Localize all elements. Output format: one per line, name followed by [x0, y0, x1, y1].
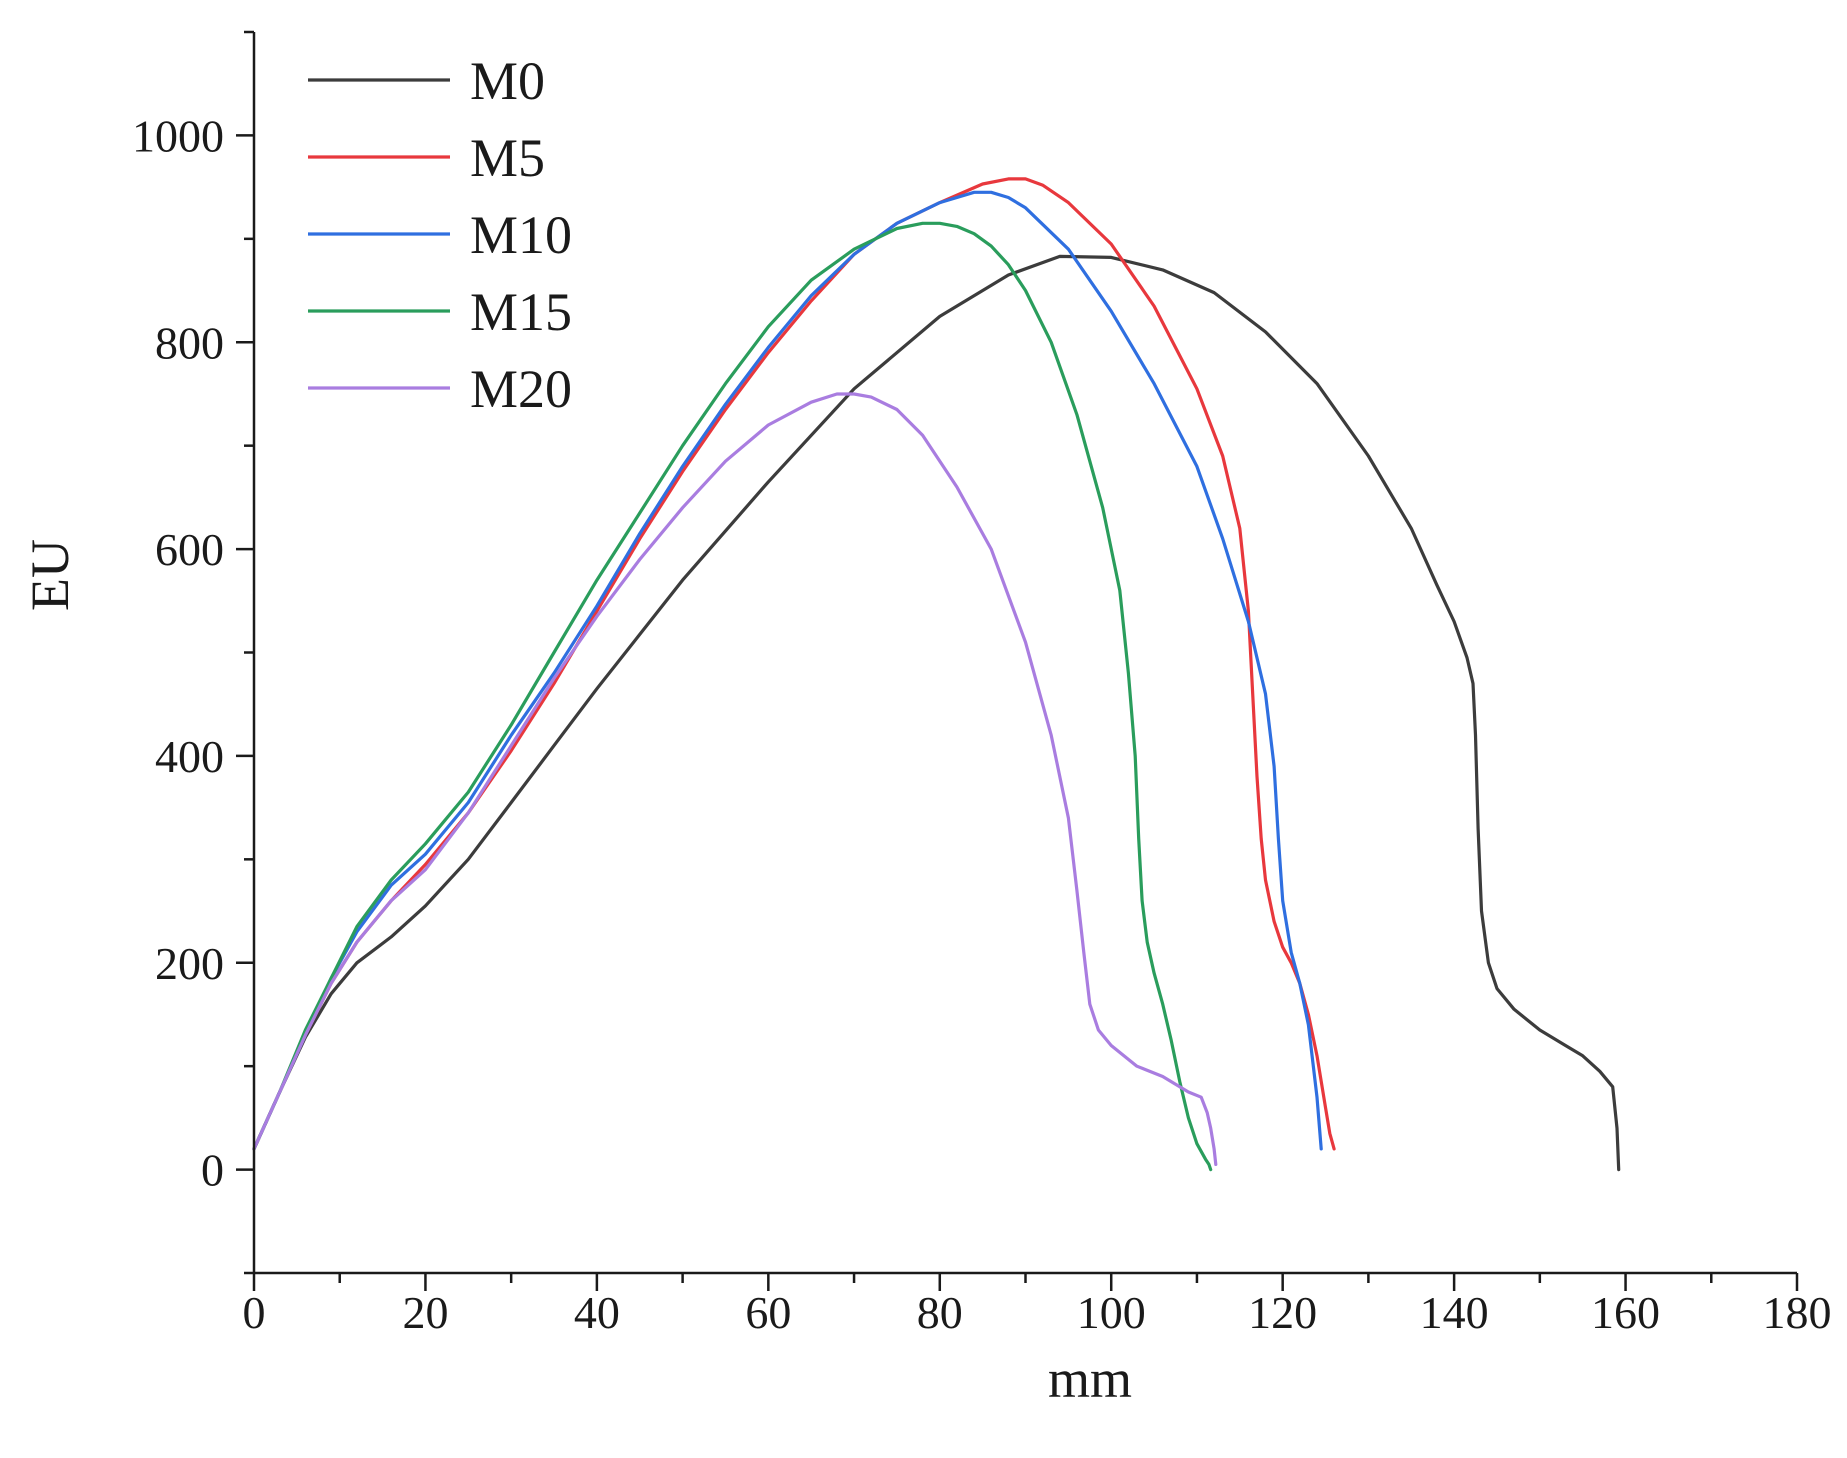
legend-label-m0: M0: [470, 51, 545, 111]
series-line-m15: [252, 221, 1213, 1172]
series-lines: [252, 177, 1621, 1172]
y-tick-label: 0: [201, 1145, 224, 1196]
x-tick-label: 40: [574, 1287, 620, 1338]
series-line-m20: [252, 392, 1218, 1166]
y-tick-label: 800: [155, 317, 224, 368]
series-line-m10: [252, 190, 1323, 1151]
legend-label-m15: M15: [470, 282, 572, 342]
x-axis: 0 20 40 60 80 100 120 140 160 180: [243, 1271, 1832, 1338]
legend: M0 M5 M10 M15 M20: [308, 51, 572, 419]
x-tick-label: 120: [1248, 1287, 1317, 1338]
x-tick-label: 140: [1420, 1287, 1489, 1338]
x-tick-label: 20: [402, 1287, 448, 1338]
x-tick-label: 100: [1077, 1287, 1146, 1338]
legend-label-m10: M10: [470, 205, 572, 265]
legend-label-m5: M5: [470, 128, 545, 188]
x-tick-label: 0: [243, 1287, 266, 1338]
series-line-m0: [252, 254, 1621, 1172]
legend-label-m20: M20: [470, 359, 572, 419]
y-axis: 0 200 400 600 800 1000: [132, 30, 256, 1275]
x-tick-label: 80: [917, 1287, 963, 1338]
y-tick-label: 400: [155, 731, 224, 782]
x-tick-label: 60: [745, 1287, 791, 1338]
y-tick-label: 200: [155, 938, 224, 989]
x-tick-label: 160: [1591, 1287, 1660, 1338]
x-tick-label: 180: [1763, 1287, 1832, 1338]
y-axis-title: EU: [20, 539, 80, 611]
y-tick-label: 1000: [132, 110, 224, 161]
x-axis-title: mm: [1048, 1349, 1132, 1409]
y-tick-label: 600: [155, 524, 224, 575]
